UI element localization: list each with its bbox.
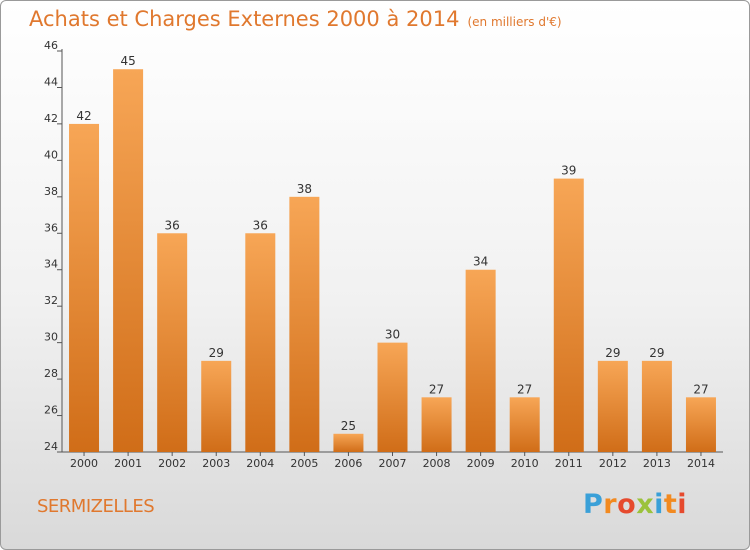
data-label-2004: 36 <box>253 218 268 232</box>
x-tick-label-2011: 2011 <box>555 457 583 470</box>
data-label-2000: 42 <box>76 109 91 123</box>
chart-subtitle: (en milliers d'€) <box>467 15 562 29</box>
logo-letter: i <box>654 489 664 520</box>
bar-2010 <box>509 397 540 452</box>
x-tick-label-2000: 2000 <box>70 457 98 470</box>
bar-2012 <box>597 360 628 452</box>
data-label-2011: 39 <box>561 164 576 178</box>
data-label-2006: 25 <box>341 419 356 433</box>
data-label-2001: 45 <box>120 54 135 68</box>
data-label-2009: 34 <box>473 255 488 269</box>
bar-2004 <box>245 233 276 452</box>
bar-2008 <box>421 397 452 452</box>
logo-letter: x <box>636 489 655 520</box>
chart-title: Achats et Charges Externes 2000 à 2014 (e… <box>29 7 562 31</box>
x-tick-label-2009: 2009 <box>467 457 495 470</box>
x-tick-label-2002: 2002 <box>158 457 186 470</box>
bar-2011 <box>553 178 584 452</box>
x-tick-label-2013: 2013 <box>643 457 671 470</box>
logo-letter: P <box>583 489 604 520</box>
chart-title-text: Achats et Charges Externes 2000 à 2014 <box>29 7 460 31</box>
data-label-2008: 27 <box>429 382 444 396</box>
x-tick-label-2010: 2010 <box>511 457 539 470</box>
y-tick-label: 46 <box>44 39 58 52</box>
y-tick-label: 38 <box>44 185 58 198</box>
data-label-2002: 36 <box>165 218 180 232</box>
x-tick-label-2014: 2014 <box>687 457 715 470</box>
x-tick-label-2003: 2003 <box>202 457 230 470</box>
y-tick-label: 32 <box>44 294 58 307</box>
x-tick-label-2005: 2005 <box>290 457 318 470</box>
logo-letter: r <box>603 489 618 520</box>
data-label-2005: 38 <box>297 182 312 196</box>
y-tick-label: 36 <box>44 221 58 234</box>
x-tick-label-2006: 2006 <box>334 457 362 470</box>
logo-letter: o <box>617 489 637 520</box>
y-tick-label: 40 <box>44 148 58 161</box>
y-tick-label: 34 <box>44 258 58 271</box>
y-tick-label: 28 <box>44 367 58 380</box>
x-tick-label-2008: 2008 <box>423 457 451 470</box>
data-label-2010: 27 <box>517 382 532 396</box>
commune-name: SERMIZELLES <box>37 496 155 517</box>
logo-letter: i <box>677 489 688 520</box>
bar-2001 <box>113 69 144 453</box>
y-tick-label: 26 <box>44 404 58 417</box>
y-tick-label: 24 <box>44 440 58 453</box>
bar-2006 <box>333 433 364 452</box>
x-tick-label-2007: 2007 <box>379 457 407 470</box>
bar-2009 <box>465 269 496 452</box>
bar-2003 <box>201 360 232 452</box>
y-tick-label: 44 <box>44 75 58 88</box>
data-label-2013: 29 <box>649 346 664 360</box>
logo-letter: t <box>663 489 678 520</box>
x-tick-label-2012: 2012 <box>599 457 627 470</box>
y-tick-label: 30 <box>44 331 58 344</box>
bar-2014 <box>685 397 716 452</box>
proxiti-logo: Proxiti <box>583 489 687 520</box>
data-label-2003: 29 <box>209 346 224 360</box>
data-label-2012: 29 <box>605 346 620 360</box>
data-label-2007: 30 <box>385 328 400 342</box>
bar-2013 <box>641 360 672 452</box>
x-tick-label-2001: 2001 <box>114 457 142 470</box>
bar-2000 <box>69 123 100 452</box>
y-tick-label: 42 <box>44 112 58 125</box>
bar-2002 <box>157 233 188 452</box>
x-tick-label-2004: 2004 <box>246 457 274 470</box>
bar-2007 <box>377 342 408 452</box>
bar-2005 <box>289 196 320 452</box>
data-label-2014: 27 <box>693 382 708 396</box>
